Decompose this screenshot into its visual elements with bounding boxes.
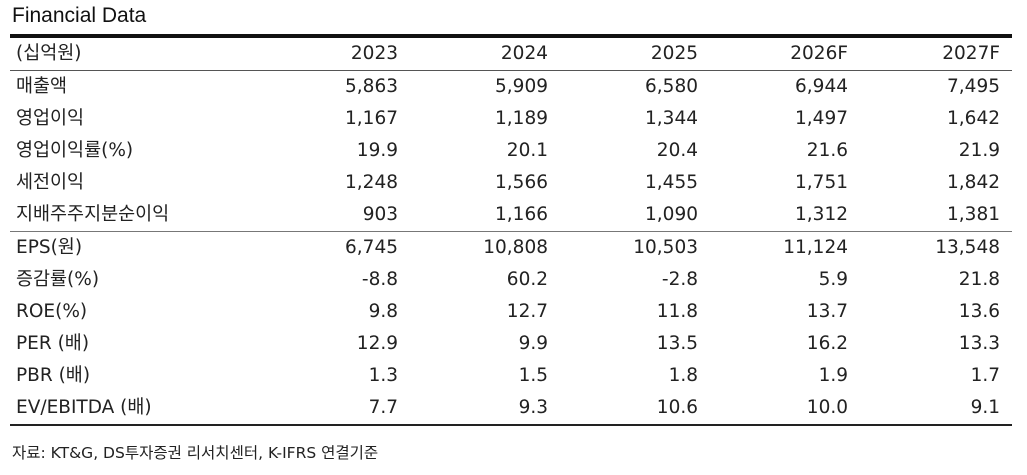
table-cell: 1,167 xyxy=(345,108,398,129)
header-rule xyxy=(10,34,1012,38)
row-label: PER (배) xyxy=(16,333,90,354)
year-header: 2023 xyxy=(260,38,410,71)
year-header: 2027F xyxy=(860,38,1012,71)
table-cell: 1,166 xyxy=(410,199,560,232)
page-title: Financial Data xyxy=(12,4,147,27)
row-label: 증감률(%) xyxy=(16,269,100,290)
table-cell: 10.0 xyxy=(710,392,860,426)
table-row: 세전이익 1,248 1,566 1,455 1,751 1,842 xyxy=(10,167,1012,199)
table-cell: 1,566 xyxy=(495,172,548,193)
table-cell: 1,189 xyxy=(495,108,548,129)
table-cell: 10.6 xyxy=(560,392,710,426)
source-note: 자료: KT&G, DS투자증권 리서치센터, K-IFRS 연결기준 xyxy=(12,444,379,462)
table-cell: 12.9 xyxy=(356,333,398,354)
table-cell: 1.3 xyxy=(368,365,398,386)
table-cell: 1,312 xyxy=(710,199,860,232)
table-cell: 12.7 xyxy=(506,301,548,322)
table-cell: -8.8 xyxy=(361,269,398,290)
table-cell: 16.2 xyxy=(806,333,848,354)
table-cell: 1,090 xyxy=(560,199,710,232)
table-cell: 5,863 xyxy=(345,76,398,97)
table-cell: 11,124 xyxy=(783,237,848,258)
table-row: 증감률(%) -8.8 60.2 -2.8 5.9 21.8 xyxy=(10,264,1012,296)
table-row: ROE(%) 9.8 12.7 11.8 13.7 13.6 xyxy=(10,296,1012,328)
table-cell: 20.4 xyxy=(656,140,698,161)
table-cell: 1,381 xyxy=(860,199,1012,232)
table-row: 영업이익 1,167 1,189 1,344 1,497 1,642 xyxy=(10,103,1012,135)
financial-table: (십억원) 2023 2024 2025 2026F 2027F 매출액 5,8… xyxy=(10,38,1012,426)
table-cell: 6,580 xyxy=(645,76,698,97)
table-cell: 5.9 xyxy=(818,269,848,290)
table-cell: 60.2 xyxy=(506,269,548,290)
table-cell: 903 xyxy=(260,199,410,232)
table-row: PER (배) 12.9 9.9 13.5 16.2 13.3 xyxy=(10,328,1012,360)
table-cell: 1,455 xyxy=(645,172,698,193)
table-cell: -2.8 xyxy=(661,269,698,290)
row-label: EPS(원) xyxy=(16,237,83,258)
table-cell: 13.5 xyxy=(656,333,698,354)
table-cell: 6,944 xyxy=(795,76,848,97)
table-cell: 21.9 xyxy=(958,140,1000,161)
table-cell: 21.8 xyxy=(958,269,1000,290)
table-row: EV/EBITDA (배) 7.7 9.3 10.6 10.0 9.1 xyxy=(10,392,1012,426)
table-cell: 7,495 xyxy=(947,76,1000,97)
row-label: EV/EBITDA (배) xyxy=(10,392,260,426)
table-cell: 11.8 xyxy=(656,301,698,322)
row-label: 지배주주지분순이익 xyxy=(10,199,260,232)
table-cell: 9.8 xyxy=(368,301,398,322)
table-cell: 1,497 xyxy=(795,108,848,129)
table-cell: 10,808 xyxy=(483,237,548,258)
table-cell: 5,909 xyxy=(495,76,548,97)
table-cell: 13.3 xyxy=(958,333,1000,354)
table-cell: 13.6 xyxy=(958,301,1000,322)
table-row: EPS(원) 6,745 10,808 10,503 11,124 13,548 xyxy=(10,232,1012,265)
table-cell: 13.7 xyxy=(806,301,848,322)
year-header: 2026F xyxy=(710,38,860,71)
table-cell: 19.9 xyxy=(356,140,398,161)
table-cell: 1.7 xyxy=(970,365,1000,386)
table-row: PBR (배) 1.3 1.5 1.8 1.9 1.7 xyxy=(10,360,1012,392)
table-row: 영업이익률(%) 19.9 20.1 20.4 21.6 21.9 xyxy=(10,135,1012,167)
row-label: 영업이익 xyxy=(16,108,85,129)
table-cell: 21.6 xyxy=(806,140,848,161)
table-cell: 1,842 xyxy=(947,172,1000,193)
table-cell: 9.3 xyxy=(410,392,560,426)
table-cell: 1,751 xyxy=(795,172,848,193)
table-cell: 1,642 xyxy=(947,108,1000,129)
row-label: PBR (배) xyxy=(16,365,91,386)
table-cell: 1,248 xyxy=(345,172,398,193)
table-row: 지배주주지분순이익 903 1,166 1,090 1,312 1,381 xyxy=(10,199,1012,232)
row-label: ROE(%) xyxy=(16,301,88,322)
row-label: 영업이익률(%) xyxy=(16,140,134,161)
table-cell: 10,503 xyxy=(633,237,698,258)
table-cell: 6,745 xyxy=(345,237,398,258)
table-cell: 1,344 xyxy=(645,108,698,129)
table-header-row: (십억원) 2023 2024 2025 2026F 2027F xyxy=(10,38,1012,71)
table-cell: 7.7 xyxy=(260,392,410,426)
table-row: 매출액 5,863 5,909 6,580 6,944 7,495 xyxy=(10,71,1012,104)
table-cell: 1.5 xyxy=(518,365,548,386)
year-header: 2025 xyxy=(560,38,710,71)
table-cell: 9.1 xyxy=(860,392,1012,426)
table-cell: 1.9 xyxy=(818,365,848,386)
table-cell: 1.8 xyxy=(668,365,698,386)
row-label: 매출액 xyxy=(16,76,68,97)
unit-label: (십억원) xyxy=(10,38,260,71)
year-header: 2024 xyxy=(410,38,560,71)
table-cell: 13,548 xyxy=(935,237,1000,258)
table-cell: 9.9 xyxy=(518,333,548,354)
row-label: 세전이익 xyxy=(16,172,85,193)
table-cell: 20.1 xyxy=(506,140,548,161)
